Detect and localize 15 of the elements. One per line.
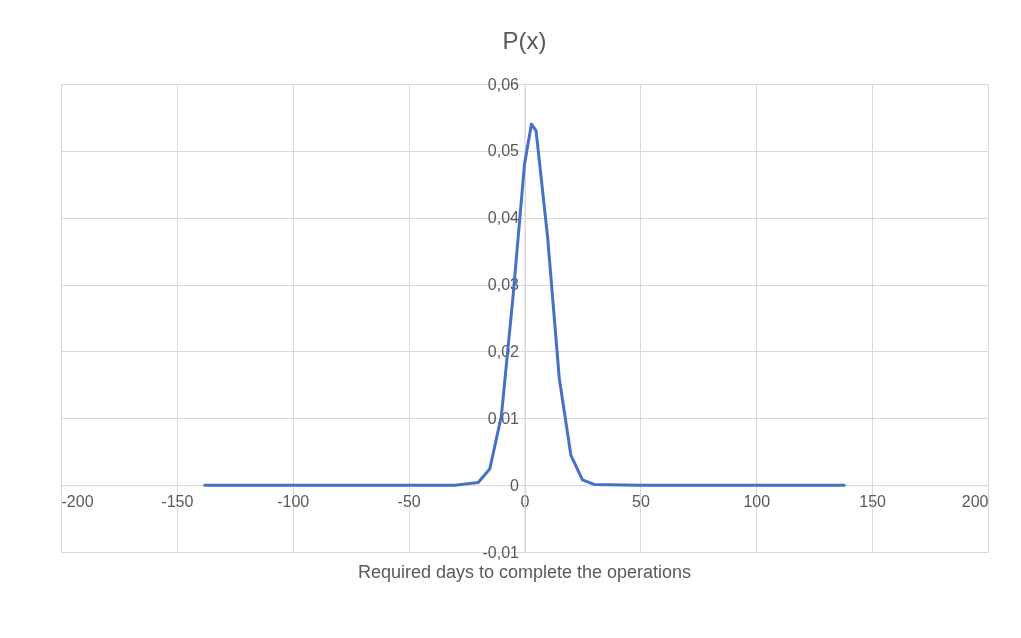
x-tick-label: 50 — [631, 492, 650, 510]
y-tick-label: 0 — [510, 476, 520, 494]
x-tick-label: -200 — [61, 492, 94, 510]
y-tick-label: 0,05 — [487, 142, 520, 160]
x-axis-title: Required days to complete the operations — [357, 562, 692, 582]
x-tick-label: 200 — [961, 492, 989, 510]
chart-title: P(x) — [502, 27, 547, 54]
x-tick-label: -150 — [161, 492, 194, 510]
x-tick-label: -100 — [277, 492, 310, 510]
x-tick-label: 150 — [859, 492, 887, 510]
y-tick-label: 0,06 — [487, 75, 520, 93]
x-tick-label: 100 — [743, 492, 771, 510]
y-tick-label: -0,01 — [482, 543, 520, 561]
y-tick-label: 0,04 — [487, 209, 520, 227]
x-tick-label: -50 — [397, 492, 421, 510]
